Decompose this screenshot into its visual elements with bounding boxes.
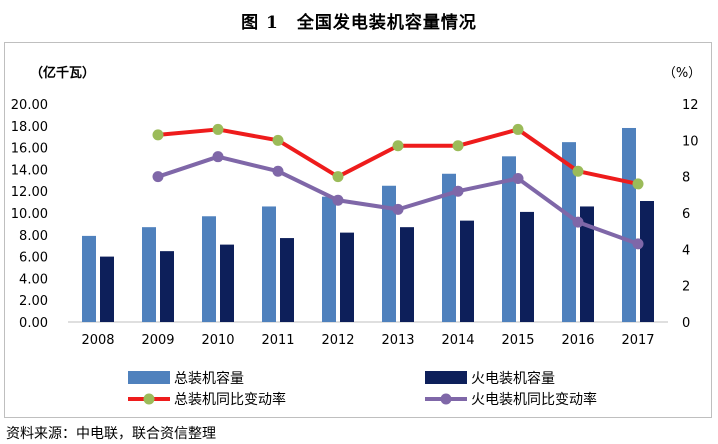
- line-point: [332, 171, 344, 183]
- line-point: [272, 134, 284, 146]
- x-tick-label: 2010: [201, 333, 234, 348]
- left-axis-label: （亿千瓦）: [30, 65, 95, 81]
- right-tick-label: 6: [682, 207, 690, 222]
- line-point: [572, 165, 584, 177]
- bar: [400, 227, 414, 322]
- left-tick-label: 4.00: [19, 272, 48, 287]
- line-point: [392, 203, 404, 215]
- bar: [280, 238, 294, 322]
- line-point: [632, 178, 644, 190]
- line-point: [512, 172, 524, 184]
- bar: [142, 227, 156, 322]
- bar: [100, 256, 114, 322]
- x-tick-label: 2016: [561, 333, 594, 348]
- left-tick-label: 16.00: [11, 142, 48, 157]
- source-note: 资料来源：中电联，联合资信整理: [6, 426, 216, 442]
- x-tick-label: 2013: [381, 333, 414, 348]
- bar: [160, 251, 174, 322]
- x-tick-label: 2012: [321, 333, 354, 348]
- x-tick-label: 2009: [141, 333, 174, 348]
- left-tick-label: 10.00: [11, 207, 48, 222]
- line-point: [212, 151, 224, 163]
- bar: [520, 211, 534, 322]
- bar: [202, 216, 216, 322]
- line-point: [332, 194, 344, 206]
- legend-label: 总装机同比变动率: [174, 391, 286, 408]
- right-tick-label: 10: [682, 134, 699, 149]
- bar: [640, 201, 654, 322]
- legend-label: 火电装机容量: [471, 370, 555, 387]
- left-tick-label: 6.00: [19, 251, 48, 266]
- x-tick-label: 2011: [261, 333, 294, 348]
- x-tick-label: 2014: [441, 333, 474, 348]
- left-tick-label: 0.00: [19, 316, 48, 331]
- line-point: [512, 123, 524, 135]
- left-tick-label: 2.00: [19, 294, 48, 309]
- bar: [442, 173, 456, 322]
- bar: [322, 196, 336, 322]
- bar: [562, 142, 576, 322]
- line-point: [632, 238, 644, 250]
- left-tick-label: 8.00: [19, 229, 48, 244]
- right-tick-label: 4: [682, 243, 690, 258]
- legend-marker: [143, 393, 155, 405]
- right-tick-label: 12: [682, 98, 699, 113]
- x-tick-label: 2017: [621, 333, 654, 348]
- line-point: [452, 185, 464, 197]
- line-point: [212, 123, 224, 135]
- left-tick-label: 18.00: [11, 120, 48, 135]
- line-point: [452, 140, 464, 152]
- legend-swatch: [128, 371, 170, 384]
- figure-title: 图 1 全国发电装机容量情况: [241, 13, 477, 33]
- legend-marker: [440, 393, 452, 405]
- line-point: [272, 165, 284, 177]
- bar: [262, 206, 276, 322]
- left-tick-label: 20.00: [11, 98, 48, 113]
- right-axis-label: （%）: [663, 66, 701, 81]
- bar: [580, 206, 594, 322]
- legend-swatch: [425, 371, 467, 384]
- bar: [340, 232, 354, 322]
- bar: [220, 244, 234, 322]
- left-tick-label: 12.00: [11, 185, 48, 200]
- bar: [622, 127, 636, 322]
- line-point: [572, 216, 584, 228]
- line-point: [152, 171, 164, 183]
- x-tick-label: 2008: [81, 333, 114, 348]
- line-point: [152, 129, 164, 141]
- bar: [382, 185, 396, 322]
- legend-label: 火电装机同比变动率: [471, 391, 597, 408]
- right-tick-label: 0: [682, 316, 690, 331]
- legend-label: 总装机容量: [174, 370, 244, 387]
- line-point: [392, 140, 404, 152]
- right-tick-label: 8: [682, 171, 690, 186]
- bar: [82, 235, 96, 322]
- left-tick-label: 14.00: [11, 163, 48, 178]
- right-tick-label: 2: [682, 280, 690, 295]
- bar: [460, 220, 474, 322]
- x-tick-label: 2015: [501, 333, 534, 348]
- bar: [502, 156, 516, 322]
- chart-frame: [4, 42, 712, 418]
